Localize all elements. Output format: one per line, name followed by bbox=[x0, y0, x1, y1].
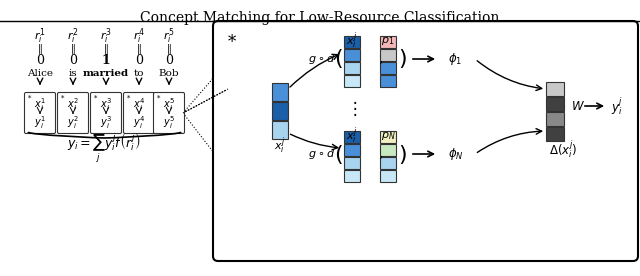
Text: $y_i = \sum_j y_i^j f\left(r_i^j\right)$: $y_i = \sum_j y_i^j f\left(r_i^j\right)$ bbox=[67, 131, 141, 165]
FancyBboxPatch shape bbox=[344, 169, 360, 182]
FancyBboxPatch shape bbox=[380, 156, 396, 169]
Text: $x_i^j$: $x_i^j$ bbox=[275, 136, 285, 156]
Text: 1: 1 bbox=[102, 54, 110, 68]
Text: *: * bbox=[228, 34, 236, 51]
Text: *: * bbox=[127, 95, 131, 103]
Text: $p_N$: $p_N$ bbox=[381, 130, 396, 142]
Text: $($: $($ bbox=[333, 47, 342, 70]
FancyBboxPatch shape bbox=[58, 92, 88, 134]
FancyBboxPatch shape bbox=[380, 62, 396, 73]
FancyBboxPatch shape bbox=[344, 156, 360, 169]
Text: *: * bbox=[28, 95, 31, 103]
FancyBboxPatch shape bbox=[380, 75, 396, 86]
Text: Bob: Bob bbox=[159, 70, 179, 78]
FancyBboxPatch shape bbox=[213, 21, 638, 261]
Text: $\|$: $\|$ bbox=[166, 42, 172, 56]
FancyBboxPatch shape bbox=[272, 83, 288, 101]
Text: $\phi_N$: $\phi_N$ bbox=[448, 146, 464, 162]
Text: $W$: $W$ bbox=[571, 100, 585, 113]
Text: $y_i^{1}$: $y_i^{1}$ bbox=[34, 115, 46, 131]
Text: to: to bbox=[134, 70, 144, 78]
Text: $g \circ d\,$: $g \circ d\,$ bbox=[308, 52, 336, 66]
FancyBboxPatch shape bbox=[380, 144, 396, 155]
FancyBboxPatch shape bbox=[546, 126, 564, 140]
FancyBboxPatch shape bbox=[380, 131, 396, 142]
FancyBboxPatch shape bbox=[344, 75, 360, 86]
FancyBboxPatch shape bbox=[24, 92, 56, 134]
FancyBboxPatch shape bbox=[380, 36, 396, 47]
Text: $,$: $,$ bbox=[378, 52, 383, 66]
Text: $r_i^{3}$: $r_i^{3}$ bbox=[100, 26, 112, 46]
Text: $g \circ d\,$: $g \circ d\,$ bbox=[308, 147, 336, 161]
Text: $r_i^{4}$: $r_i^{4}$ bbox=[133, 26, 145, 46]
Text: *: * bbox=[157, 95, 161, 103]
FancyBboxPatch shape bbox=[272, 121, 288, 139]
Text: $x_i^{4}$: $x_i^{4}$ bbox=[132, 97, 145, 113]
FancyBboxPatch shape bbox=[344, 144, 360, 155]
Text: $y_i^{4}$: $y_i^{4}$ bbox=[132, 115, 145, 131]
Text: $x_i^{5}$: $x_i^{5}$ bbox=[163, 97, 175, 113]
Text: $\|$: $\|$ bbox=[37, 42, 43, 56]
Text: $p_1$: $p_1$ bbox=[381, 35, 395, 47]
Text: 0: 0 bbox=[36, 54, 44, 68]
Text: $\|$: $\|$ bbox=[136, 42, 142, 56]
Text: $\|$: $\|$ bbox=[70, 42, 76, 56]
Text: $)$: $)$ bbox=[397, 142, 406, 166]
FancyBboxPatch shape bbox=[344, 131, 360, 142]
Text: $y_i^{2}$: $y_i^{2}$ bbox=[67, 115, 79, 131]
Text: $\phi_1$: $\phi_1$ bbox=[448, 51, 462, 67]
FancyBboxPatch shape bbox=[272, 102, 288, 120]
Text: $x_i^{1}$: $x_i^{1}$ bbox=[34, 97, 46, 113]
Text: $y_i^{5}$: $y_i^{5}$ bbox=[163, 115, 175, 131]
Text: $y_i^j$: $y_i^j$ bbox=[611, 95, 623, 117]
Text: Concept Matching for Low-Resource Classification: Concept Matching for Low-Resource Classi… bbox=[140, 11, 500, 25]
Text: $x_i^j$: $x_i^j$ bbox=[346, 31, 358, 51]
FancyBboxPatch shape bbox=[90, 92, 122, 134]
FancyBboxPatch shape bbox=[546, 81, 564, 95]
Text: $x_i^{2}$: $x_i^{2}$ bbox=[67, 97, 79, 113]
FancyBboxPatch shape bbox=[380, 169, 396, 182]
Text: Alice: Alice bbox=[27, 70, 53, 78]
Text: $)$: $)$ bbox=[397, 47, 406, 70]
FancyBboxPatch shape bbox=[546, 112, 564, 126]
Text: is: is bbox=[68, 70, 77, 78]
Text: married: married bbox=[83, 70, 129, 78]
Text: $x_i^j$: $x_i^j$ bbox=[346, 126, 358, 146]
Text: $r_i^{5}$: $r_i^{5}$ bbox=[163, 26, 175, 46]
FancyBboxPatch shape bbox=[124, 92, 154, 134]
Text: $\|$: $\|$ bbox=[103, 42, 109, 56]
Text: $r_i^{1}$: $r_i^{1}$ bbox=[35, 26, 45, 46]
FancyBboxPatch shape bbox=[344, 36, 360, 47]
Text: *: * bbox=[94, 95, 97, 103]
Text: 0: 0 bbox=[69, 54, 77, 68]
Text: $\Delta(x_i^j)$: $\Delta(x_i^j)$ bbox=[549, 138, 577, 160]
Text: $x_i^{3}$: $x_i^{3}$ bbox=[100, 97, 112, 113]
Text: 0: 0 bbox=[165, 54, 173, 68]
FancyBboxPatch shape bbox=[344, 49, 360, 60]
Text: $y_i^{3}$: $y_i^{3}$ bbox=[100, 115, 112, 131]
Text: *: * bbox=[61, 95, 65, 103]
FancyBboxPatch shape bbox=[546, 97, 564, 110]
FancyBboxPatch shape bbox=[380, 49, 396, 60]
Text: $($: $($ bbox=[333, 142, 342, 166]
Text: 0: 0 bbox=[135, 54, 143, 68]
FancyBboxPatch shape bbox=[154, 92, 184, 134]
Text: $r_i^{2}$: $r_i^{2}$ bbox=[67, 26, 79, 46]
FancyBboxPatch shape bbox=[344, 62, 360, 73]
Text: $,$: $,$ bbox=[378, 147, 383, 161]
Text: $\vdots$: $\vdots$ bbox=[346, 99, 358, 118]
